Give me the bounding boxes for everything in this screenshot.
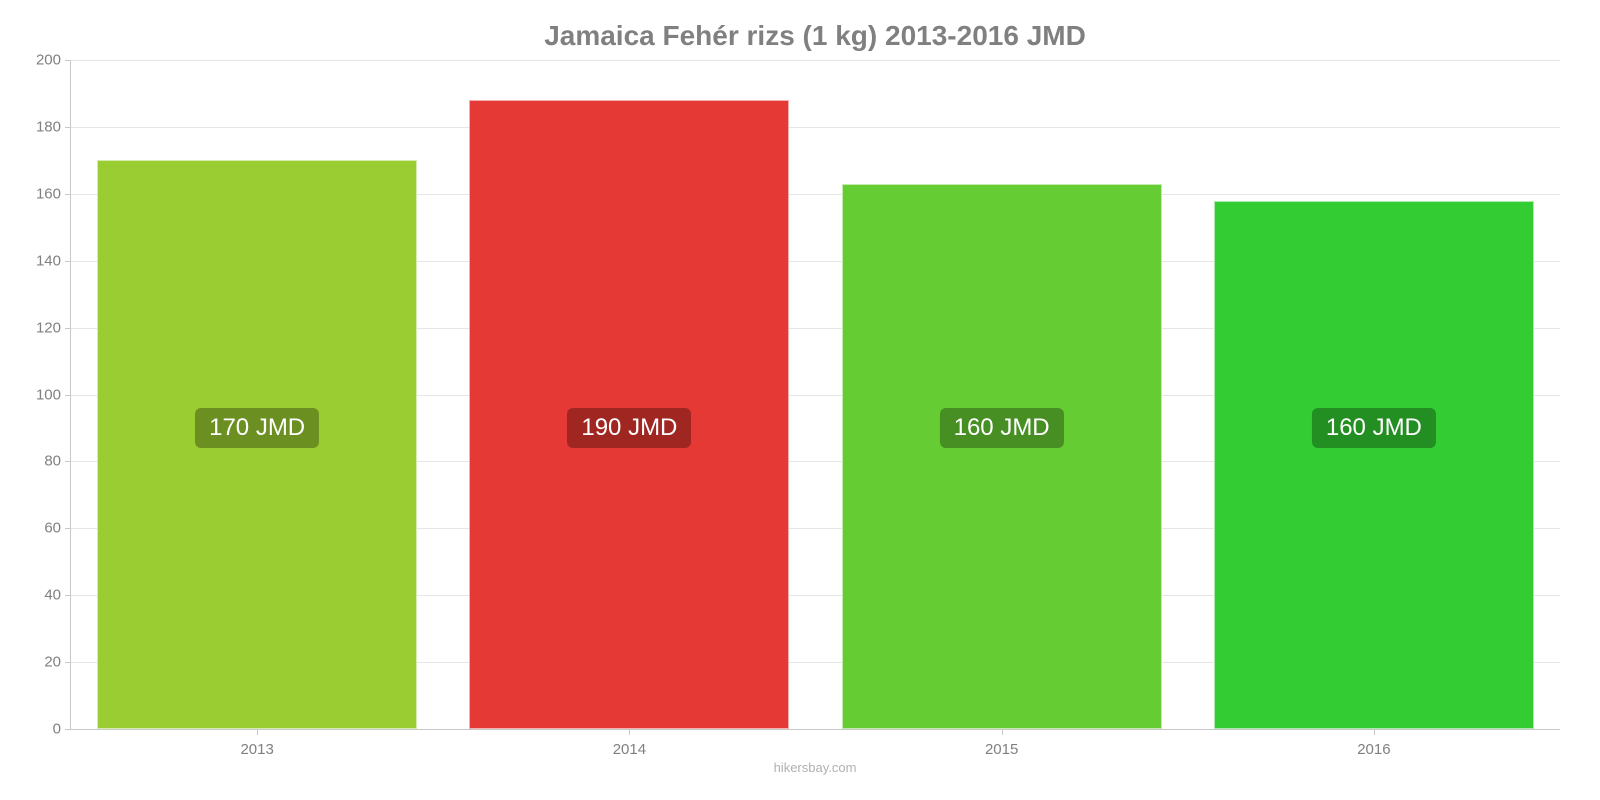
x-tick-mark (629, 729, 630, 735)
bar (842, 184, 1162, 729)
bar-slot: 160 JMD2016 (1188, 60, 1560, 729)
x-tick-mark (1374, 729, 1375, 735)
plot-area: 020406080100120140160180200 170 JMD20131… (70, 60, 1560, 730)
value-badge: 160 JMD (940, 408, 1064, 448)
value-badge: 160 JMD (1312, 408, 1436, 448)
x-tick-mark (257, 729, 258, 735)
bar-slot: 160 JMD2015 (816, 60, 1188, 729)
y-tick-mark (65, 729, 71, 730)
bars-container: 170 JMD2013190 JMD2014160 JMD2015160 JMD… (71, 60, 1560, 729)
chart-title: Jamaica Fehér rizs (1 kg) 2013-2016 JMD (70, 20, 1560, 52)
bar-slot: 190 JMD2014 (443, 60, 815, 729)
bar (1214, 201, 1534, 730)
credit-text: hikersbay.com (70, 760, 1560, 775)
x-tick-mark (1002, 729, 1003, 735)
bar-slot: 170 JMD2013 (71, 60, 443, 729)
value-badge: 190 JMD (567, 408, 691, 448)
rice-price-chart: Jamaica Fehér rizs (1 kg) 2013-2016 JMD … (0, 0, 1600, 800)
value-badge: 170 JMD (195, 408, 319, 448)
